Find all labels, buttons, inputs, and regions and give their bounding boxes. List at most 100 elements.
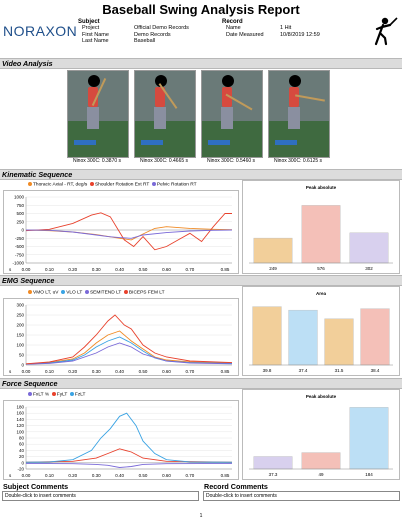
x-tick-label: 0.40 bbox=[115, 267, 124, 272]
x-tick-label: 0.10 bbox=[45, 473, 54, 478]
x-tick-label: 0.85 bbox=[221, 369, 230, 374]
video-frame[interactable] bbox=[134, 70, 196, 158]
page-number: 1 bbox=[199, 513, 203, 519]
chart-title: Peak absolute bbox=[306, 185, 337, 190]
y-tick-label: -250 bbox=[15, 236, 25, 241]
y-tick-label: 500 bbox=[16, 211, 24, 216]
subject-heading: Subject bbox=[78, 19, 100, 25]
record-heading: Record bbox=[222, 19, 243, 25]
video-frame[interactable] bbox=[268, 70, 330, 158]
y-tick-label: 80 bbox=[19, 436, 25, 441]
bar-value-label: 249 bbox=[269, 266, 277, 271]
bar-value-label: 39.8 bbox=[263, 368, 272, 373]
x-tick-label: 0.85 bbox=[221, 267, 230, 272]
y-tick-label: 0 bbox=[21, 228, 24, 233]
emg-section-header: EMG Sequence bbox=[0, 275, 402, 286]
emg-line-chart[interactable]: 300 250 200 150 100 50 00.00 0.10 0.20 0.30 0.40 0.… bbox=[3, 298, 239, 376]
legend-label: Shoulder Rotation Ext RT bbox=[94, 182, 150, 188]
y-tick-label: 180 bbox=[16, 405, 24, 410]
y-tick-label: 250 bbox=[16, 219, 24, 224]
record-label: Date Measured bbox=[226, 31, 264, 38]
x-tick-label: 0.00 bbox=[22, 267, 31, 272]
bar bbox=[288, 309, 318, 366]
section-title: Force Sequence bbox=[2, 379, 58, 388]
y-tick-label: 40 bbox=[19, 448, 25, 453]
series-line bbox=[25, 448, 233, 463]
x-tick-label: 0.40 bbox=[115, 369, 124, 374]
section-title: Kinematic Sequence bbox=[2, 170, 73, 179]
section-title: EMG Sequence bbox=[2, 276, 55, 285]
x-tick-label: 0.85 bbox=[221, 473, 230, 478]
record-comments-title: Record Comments bbox=[204, 482, 268, 491]
bar bbox=[349, 407, 389, 470]
y-tick-label: 100 bbox=[16, 429, 24, 434]
emg-bar-chart[interactable]: Area 39.8 37.4 31.5 38.4 bbox=[242, 286, 400, 376]
kinematic-section-header: Kinematic Sequence bbox=[0, 169, 402, 180]
subject-info: Subject Project Official Demo Records Fi… bbox=[78, 19, 189, 44]
force-bar-chart[interactable]: Peak absolute 37.3 49 184 bbox=[242, 389, 400, 480]
y-tick-label: 300 bbox=[16, 303, 24, 308]
subject-value: Demo Records bbox=[134, 31, 171, 38]
video-caption: Ninox 300C: 0.3870 s bbox=[72, 158, 122, 164]
y-tick-label: -750 bbox=[15, 252, 25, 257]
bar-value-label: 302 bbox=[365, 266, 373, 271]
bar-value-label: 31.5 bbox=[335, 368, 344, 373]
y-tick-label: 0 bbox=[21, 363, 24, 368]
legend-label: FzLT bbox=[74, 392, 86, 398]
y-tick-label: -20 bbox=[17, 467, 24, 472]
subject-comments-field[interactable]: Double-click to insert comments bbox=[2, 491, 199, 501]
bar bbox=[253, 456, 293, 470]
y-tick-label: 250 bbox=[16, 313, 24, 318]
y-tick-label: 60 bbox=[19, 442, 25, 447]
x-axis-label: s bbox=[9, 267, 12, 272]
series-line bbox=[25, 412, 233, 463]
x-tick-label: 0.10 bbox=[45, 369, 54, 374]
x-tick-label: 0.20 bbox=[68, 267, 77, 272]
y-tick-label: 0 bbox=[21, 460, 24, 465]
report-title: Baseball Swing Analysis Report bbox=[102, 2, 300, 17]
record-comments-field[interactable]: Double-click to insert comments bbox=[203, 491, 400, 501]
subject-value: Baseball bbox=[134, 37, 156, 44]
video-frame[interactable] bbox=[201, 70, 263, 158]
force-legend: FxLT % FyLT FzLT bbox=[28, 392, 86, 397]
y-tick-label: 50 bbox=[19, 353, 25, 358]
legend-label: Pelvic Rotation RT bbox=[156, 182, 197, 188]
x-tick-label: 0.30 bbox=[92, 369, 101, 374]
x-tick-label: 0.50 bbox=[139, 369, 148, 374]
series-line bbox=[25, 229, 233, 239]
video-caption: Ninox 300C: 0.6125 s bbox=[273, 158, 323, 164]
series-line bbox=[25, 212, 232, 251]
legend-label: SEMITEND LT bbox=[89, 290, 122, 296]
x-tick-label: 0.70 bbox=[185, 473, 194, 478]
record-label: Name bbox=[226, 25, 241, 32]
section-title: Video Analysis bbox=[2, 59, 53, 68]
kinematic-bar-chart[interactable]: Peak absolute 249 576 302 bbox=[242, 180, 400, 274]
bar-value-label: 49 bbox=[318, 472, 324, 477]
y-tick-label: 140 bbox=[16, 417, 24, 422]
x-axis-label: s bbox=[9, 369, 12, 374]
video-caption: Ninox 300C: 0.5460 s bbox=[206, 158, 256, 164]
bar-value-label: 184 bbox=[365, 472, 373, 477]
series-line bbox=[25, 342, 233, 365]
legend-label: Thoracic Axial - RT, deg/s bbox=[33, 182, 88, 188]
y-tick-label: 160 bbox=[16, 411, 24, 416]
chart-title: Area bbox=[316, 291, 327, 296]
legend-label: BICEPS FEM LT bbox=[128, 290, 165, 296]
video-section-header: Video Analysis bbox=[0, 58, 402, 69]
bar bbox=[252, 306, 282, 366]
x-axis-label: s bbox=[9, 473, 12, 478]
x-tick-label: 0.60 bbox=[162, 369, 171, 374]
bar bbox=[324, 318, 354, 366]
bar bbox=[301, 452, 341, 470]
bar bbox=[360, 308, 390, 366]
legend-label: VLO LT bbox=[66, 290, 83, 296]
bar bbox=[301, 205, 341, 264]
emg-legend: VMO LT, uV VLO LT SEMITEND LT BICEPS FEM… bbox=[28, 290, 165, 295]
noraxon-logo: NORAXON bbox=[3, 23, 78, 39]
force-section-header: Force Sequence bbox=[0, 378, 402, 389]
video-frame[interactable] bbox=[67, 70, 129, 158]
chart-title: Peak absolute bbox=[306, 394, 337, 399]
x-tick-label: 0.50 bbox=[139, 267, 148, 272]
